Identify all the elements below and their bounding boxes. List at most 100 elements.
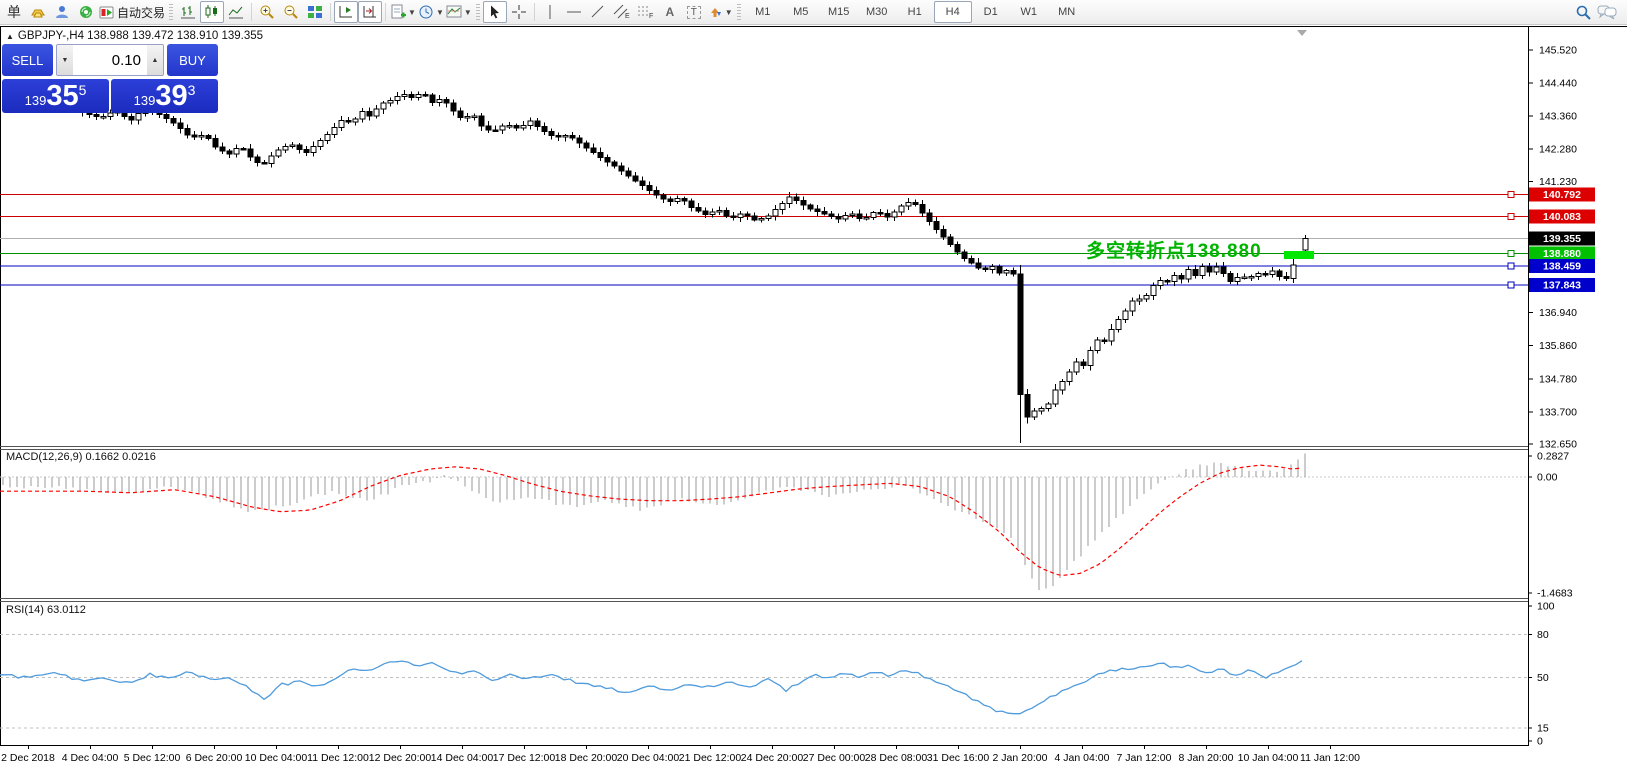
crosshair-icon	[511, 5, 526, 19]
one-click-trade-panel: SELL ▼ ▲ BUY 139 35 5 139 39 3	[2, 44, 218, 114]
buy-price-sup: 3	[187, 82, 196, 98]
buy-button[interactable]: BUY	[167, 44, 218, 76]
timeframe-button-H4[interactable]: H4	[933, 1, 972, 23]
signal-icon[interactable]	[74, 1, 98, 23]
chart-annotation[interactable]: 多空转折点138.880	[1086, 241, 1262, 262]
fibonacci-button[interactable]: F	[634, 1, 658, 23]
svg-text:5 Dec 12:00: 5 Dec 12:00	[124, 752, 181, 764]
templates-button[interactable]: ▼	[445, 1, 473, 23]
timeframe-button-M5[interactable]: M5	[793, 6, 809, 18]
chart-title: ▲ GBPJPY-,H4 138.988 139.472 138.910 139…	[6, 30, 263, 42]
gold-ingot-icon	[31, 9, 45, 18]
text-label-icon: T	[686, 5, 701, 19]
collapse-arrow-icon: ▲	[6, 31, 14, 41]
equidistant-channel-button[interactable]: E	[610, 1, 634, 23]
crosshair-button[interactable]	[507, 1, 531, 23]
equidistant-channel-icon: E	[613, 4, 630, 20]
chat-button[interactable]	[1595, 1, 1619, 23]
toolbar-separator	[385, 3, 387, 21]
arrows-icon	[710, 8, 721, 17]
toolbar-handle	[736, 4, 741, 20]
trendline-icon	[591, 5, 604, 18]
sell-button[interactable]: SELL	[2, 44, 53, 76]
timeframe-button-D1[interactable]: D1	[983, 6, 998, 18]
cursor-icon	[490, 5, 499, 19]
svg-text:132.650: 132.650	[1539, 439, 1577, 451]
buy-price-display[interactable]: 139 39 3	[111, 79, 218, 113]
svg-text:145.520: 145.520	[1539, 45, 1577, 57]
timeframe-button-M1[interactable]: M1	[755, 6, 771, 18]
zoom-out-button[interactable]	[279, 1, 303, 23]
search-icon	[1576, 5, 1591, 20]
profile-icon[interactable]	[50, 1, 74, 23]
periodicity-button[interactable]: ▼	[417, 1, 445, 23]
svg-text:142.280: 142.280	[1539, 144, 1577, 156]
svg-text:24 Dec 20:00: 24 Dec 20:00	[741, 752, 804, 764]
chevron-down-icon: ▼	[463, 7, 472, 17]
chart-shift-button[interactable]	[358, 1, 383, 23]
svg-text:7 Jan 12:00: 7 Jan 12:00	[1117, 752, 1172, 764]
vertical-line-button[interactable]	[538, 1, 562, 23]
cursor-button[interactable]	[482, 1, 507, 23]
svg-text:20 Dec 04:00: 20 Dec 04:00	[617, 752, 680, 764]
tile-windows-button[interactable]	[303, 1, 327, 23]
svg-text:0.00: 0.00	[1537, 472, 1558, 484]
toolbar-handle	[169, 4, 174, 20]
horizontal-line-button[interactable]	[562, 1, 586, 23]
line-chart-icon	[228, 6, 244, 19]
deposit-icon[interactable]	[26, 1, 50, 23]
line-chart-button[interactable]	[224, 1, 248, 23]
clock-icon	[419, 5, 433, 19]
svg-text:6 Dec 20:00: 6 Dec 20:00	[186, 752, 243, 764]
svg-text:14 Dec 04:00: 14 Dec 04:00	[431, 752, 494, 764]
timeframe-button-MN[interactable]: MN	[1058, 6, 1076, 18]
svg-text:0: 0	[1537, 736, 1543, 748]
volume-input[interactable]	[73, 45, 147, 75]
search-button[interactable]	[1571, 1, 1595, 23]
svg-text:4 Jan 04:00: 4 Jan 04:00	[1055, 752, 1110, 764]
svg-text:10 Dec 04:00: 10 Dec 04:00	[245, 752, 308, 764]
candlestick-chart-button[interactable]	[200, 1, 225, 23]
svg-text:18 Dec 20:00: 18 Dec 20:00	[555, 752, 618, 764]
toolbar-handle	[475, 4, 480, 20]
svg-text:136.940: 136.940	[1539, 307, 1577, 319]
bar-chart-button[interactable]	[176, 1, 200, 23]
text-button[interactable]: A	[665, 5, 675, 19]
highlight-bar[interactable]	[1284, 251, 1314, 259]
sell-price-sup: 5	[78, 82, 87, 98]
add-indicator-icon	[391, 4, 407, 19]
svg-text:11 Dec 12:00: 11 Dec 12:00	[307, 752, 369, 764]
svg-text:27 Dec 00:00: 27 Dec 00:00	[803, 752, 866, 764]
timeframe-button-H1[interactable]: H1	[907, 6, 922, 18]
fibonacci-icon: F	[637, 6, 653, 20]
arrows-button[interactable]: ▼	[706, 1, 734, 23]
svg-text:143.360: 143.360	[1539, 111, 1577, 123]
sell-price-display[interactable]: 139 35 5	[2, 79, 109, 113]
autotrade-button[interactable]: 自动交易	[98, 1, 166, 23]
volume-decrease-button[interactable]: ▼	[57, 45, 73, 75]
chat-icon	[1597, 5, 1617, 20]
chart-autoscroll-button[interactable]	[334, 1, 359, 23]
volume-increase-button[interactable]: ▲	[147, 45, 163, 75]
add-indicator-button[interactable]: ▼	[389, 1, 417, 23]
autotrade-label: 自动交易	[117, 5, 166, 20]
svg-text:E: E	[625, 13, 630, 20]
svg-text:138.880: 138.880	[1543, 248, 1581, 260]
svg-text:133.700: 133.700	[1539, 406, 1577, 418]
broadcast-icon	[80, 6, 92, 18]
svg-text:137.843: 137.843	[1543, 280, 1581, 292]
svg-text:8 Jan 20:00: 8 Jan 20:00	[1179, 752, 1234, 764]
text-label-button[interactable]: T	[682, 1, 706, 23]
new-order-button[interactable]: 单	[7, 4, 21, 20]
timeframe-button-M30[interactable]: M30	[866, 6, 888, 18]
sell-price-small: 139	[24, 92, 47, 108]
timeframe-button-M15[interactable]: M15	[828, 6, 850, 18]
trendline-button[interactable]	[586, 1, 610, 23]
svg-text:139.355: 139.355	[1543, 233, 1581, 245]
zoom-in-button[interactable]	[255, 1, 279, 23]
svg-text:80: 80	[1537, 629, 1549, 641]
svg-text:138.459: 138.459	[1543, 261, 1581, 273]
svg-text:50: 50	[1537, 672, 1549, 684]
timeframe-button-W1[interactable]: W1	[1020, 6, 1037, 18]
